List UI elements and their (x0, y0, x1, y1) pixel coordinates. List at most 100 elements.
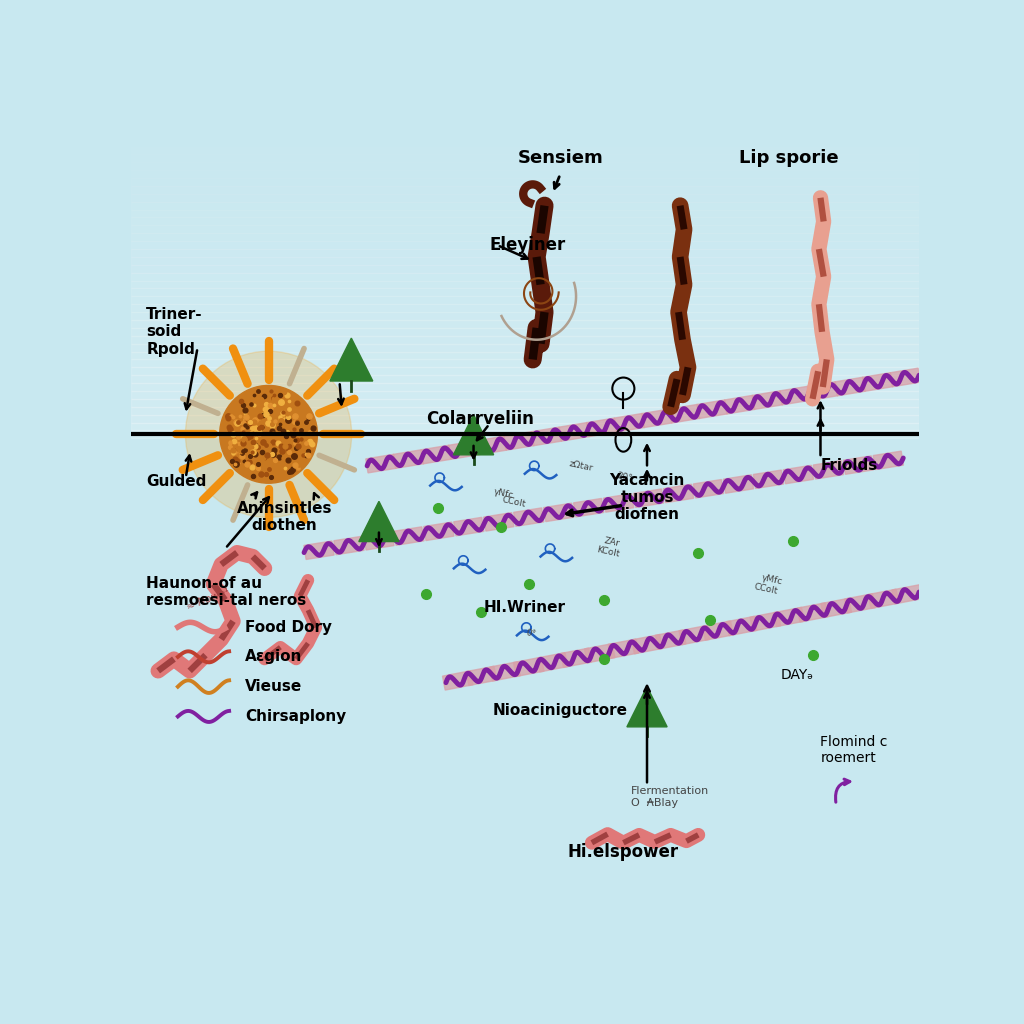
Bar (559, 423, 589, 441)
Bar (702, 621, 733, 640)
Text: γMfc: γMfc (762, 572, 784, 586)
Bar (750, 612, 780, 631)
Text: HI.Wriner: HI.Wriner (483, 600, 566, 615)
Text: Hi.elspower: Hi.elspower (567, 843, 679, 861)
Bar (131, 407, 920, 415)
Text: KColt: KColt (596, 545, 621, 558)
Bar (421, 445, 452, 464)
Bar (813, 461, 844, 479)
Bar (424, 522, 454, 541)
Bar (573, 499, 604, 517)
Text: CColt: CColt (501, 495, 526, 509)
Text: γNfc: γNfc (494, 487, 515, 500)
Bar (634, 489, 664, 508)
Text: Gulded: Gulded (146, 474, 207, 489)
Bar (697, 400, 727, 419)
Bar (531, 427, 561, 445)
Bar (514, 508, 544, 526)
Bar (774, 607, 804, 627)
Text: ≈ Nowe¹: ≈ Nowe¹ (185, 587, 231, 611)
Bar (725, 395, 755, 414)
Bar (642, 409, 672, 428)
Bar (131, 368, 920, 375)
Bar (798, 603, 827, 622)
Bar (655, 630, 686, 649)
Bar (513, 657, 544, 677)
Text: Aεgion: Aεgion (245, 649, 302, 665)
Text: Nioaciniguctore: Nioaciniguctore (493, 702, 628, 718)
Bar (394, 526, 424, 545)
Bar (131, 319, 920, 328)
Bar (835, 377, 865, 396)
Bar (614, 414, 644, 432)
Polygon shape (627, 687, 667, 727)
Bar (873, 452, 903, 470)
Bar (131, 351, 920, 359)
Bar (587, 418, 616, 436)
Text: 0°: 0° (524, 628, 537, 639)
Bar (131, 186, 920, 194)
Bar (843, 456, 873, 474)
Bar (679, 626, 710, 645)
Bar (632, 635, 663, 653)
Bar (862, 373, 893, 391)
Bar (131, 430, 920, 438)
Bar (585, 644, 615, 663)
Bar (504, 432, 535, 451)
Bar (131, 146, 920, 155)
Bar (131, 265, 920, 272)
Bar (489, 662, 520, 681)
Bar (131, 375, 920, 383)
Bar (131, 233, 920, 242)
Text: zΩtar: zΩtar (568, 460, 594, 473)
Bar (131, 289, 920, 296)
Text: DAYₔ: DAYₔ (781, 668, 814, 682)
Bar (892, 585, 923, 604)
Bar (131, 123, 920, 131)
Bar (131, 225, 920, 233)
Bar (723, 475, 754, 494)
Bar (131, 162, 920, 170)
Polygon shape (358, 502, 399, 542)
Bar (561, 648, 591, 668)
Bar (131, 131, 920, 138)
Bar (442, 671, 473, 690)
Bar (544, 503, 573, 521)
Bar (131, 155, 920, 163)
Text: Flomind c
roemert: Flomind c roemert (820, 734, 888, 765)
Bar (466, 667, 497, 685)
Text: Chirsaplony: Chirsaplony (245, 709, 346, 724)
Bar (131, 257, 920, 265)
Text: Friolds: Friolds (820, 459, 878, 473)
Bar (304, 541, 334, 559)
Text: Yacancin
tumos
diofnen: Yacancin tumos diofnen (609, 472, 685, 522)
Bar (483, 513, 514, 531)
Text: Aninsintles
diothen: Aninsintles diothen (237, 501, 332, 534)
Text: ZAr: ZAr (603, 537, 622, 548)
Bar (821, 598, 852, 617)
Bar (334, 537, 365, 555)
Bar (890, 369, 921, 387)
Bar (752, 391, 782, 410)
Bar (131, 170, 920, 178)
Bar (131, 281, 920, 289)
Bar (131, 415, 920, 423)
Circle shape (220, 385, 317, 483)
Bar (131, 423, 920, 430)
Text: Sensiem: Sensiem (517, 150, 603, 167)
Bar (779, 386, 810, 404)
Bar (449, 440, 479, 460)
Bar (603, 494, 634, 512)
Bar (131, 178, 920, 186)
Bar (608, 639, 639, 658)
Bar (131, 217, 920, 225)
Bar (131, 398, 920, 407)
Bar (131, 272, 920, 281)
Text: Vieuse: Vieuse (245, 679, 302, 694)
Bar (807, 382, 838, 400)
Bar (393, 450, 424, 468)
Text: Triner-
soid
Rpold: Triner- soid Rpold (146, 307, 203, 356)
Text: Eleyiner: Eleyiner (489, 237, 565, 254)
Text: Haunon-of au
resmoesi-tal neros: Haunon-of au resmoesi-tal neros (146, 575, 306, 608)
Bar (754, 470, 783, 488)
